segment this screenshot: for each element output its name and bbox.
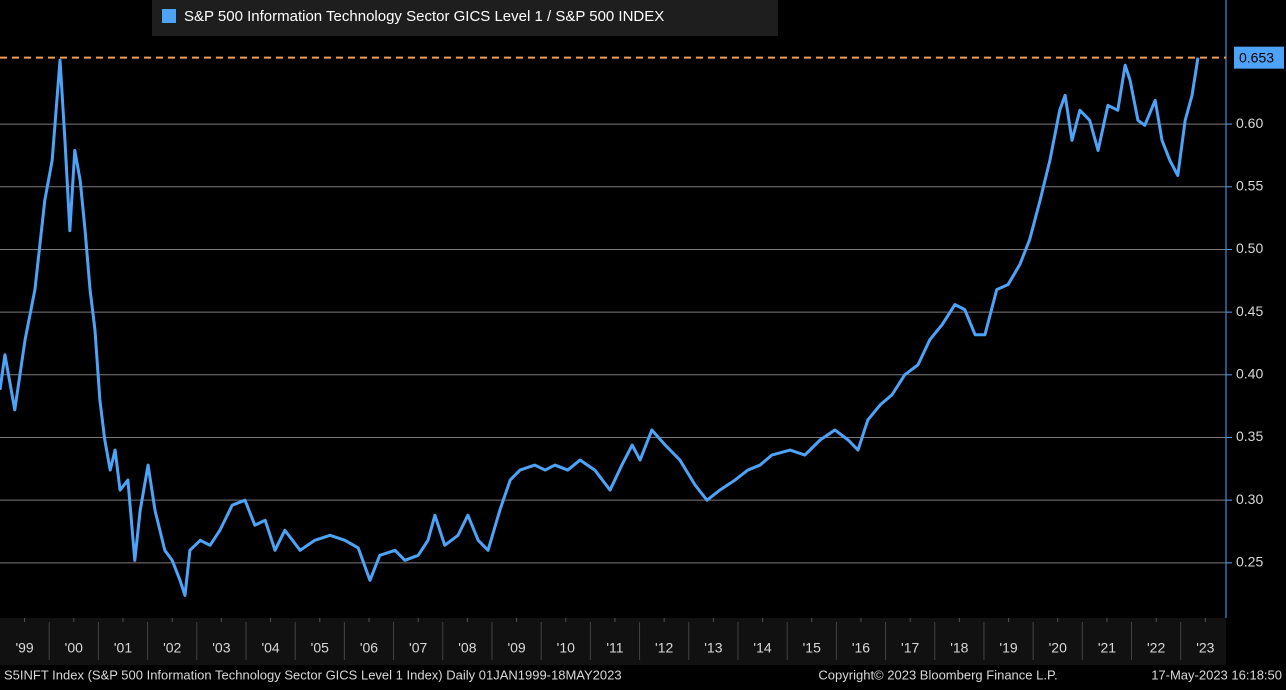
x-tick-label: '18 <box>950 640 968 656</box>
y-tick-label: 0.55 <box>1236 177 1263 193</box>
y-tick-label: 0.60 <box>1236 115 1263 131</box>
legend-label: S&P 500 Information Technology Sector GI… <box>184 8 664 25</box>
y-tick-label: 0.30 <box>1236 491 1263 507</box>
x-tick-label: '09 <box>507 640 525 656</box>
x-tick-label: '03 <box>212 640 230 656</box>
x-tick-label: '07 <box>409 640 427 656</box>
x-tick-label: '02 <box>163 640 181 656</box>
x-tick-label: '22 <box>1147 640 1165 656</box>
x-tick-label: '21 <box>1098 640 1116 656</box>
legend: S&P 500 Information Technology Sector GI… <box>152 0 778 36</box>
x-tick-label: '00 <box>65 640 83 656</box>
y-tick-label: 0.45 <box>1236 303 1263 319</box>
x-tick-label: '17 <box>901 640 919 656</box>
footer-left: S5INFT Index (S&P 500 Information Techno… <box>4 667 622 682</box>
x-tick-label: '16 <box>852 640 870 656</box>
x-axis-band <box>0 618 1226 665</box>
x-tick-label: '19 <box>999 640 1017 656</box>
y-tick-label: 0.25 <box>1236 554 1263 570</box>
x-tick-label: '10 <box>557 640 575 656</box>
legend-box <box>152 0 778 36</box>
footer-right: 17-May-2023 16:18:50 <box>1151 667 1282 682</box>
series-line <box>0 57 1200 597</box>
footer-center: Copyright© 2023 Bloomberg Finance L.P. <box>818 667 1057 682</box>
x-tick-label: '20 <box>1049 640 1067 656</box>
x-tick-label: '14 <box>753 640 771 656</box>
x-tick-label: '15 <box>803 640 821 656</box>
last-value-box <box>1234 46 1284 69</box>
x-tick-label: '12 <box>655 640 673 656</box>
y-tick-label: 0.40 <box>1236 366 1263 382</box>
legend-swatch <box>162 9 176 23</box>
x-tick-label: '23 <box>1196 640 1214 656</box>
x-tick-label: '11 <box>606 640 623 656</box>
x-tick-label: '13 <box>704 640 722 656</box>
last-value-label: 0.653 <box>1239 49 1274 65</box>
x-tick-label: '04 <box>261 640 279 656</box>
x-tick-label: '08 <box>458 640 476 656</box>
x-tick-label: '99 <box>15 640 33 656</box>
y-tick-label: 0.35 <box>1236 428 1263 444</box>
x-tick-label: '01 <box>114 640 132 656</box>
y-tick-label: 0.50 <box>1236 240 1263 256</box>
x-tick-label: '06 <box>360 640 378 656</box>
x-tick-label: '05 <box>311 640 329 656</box>
